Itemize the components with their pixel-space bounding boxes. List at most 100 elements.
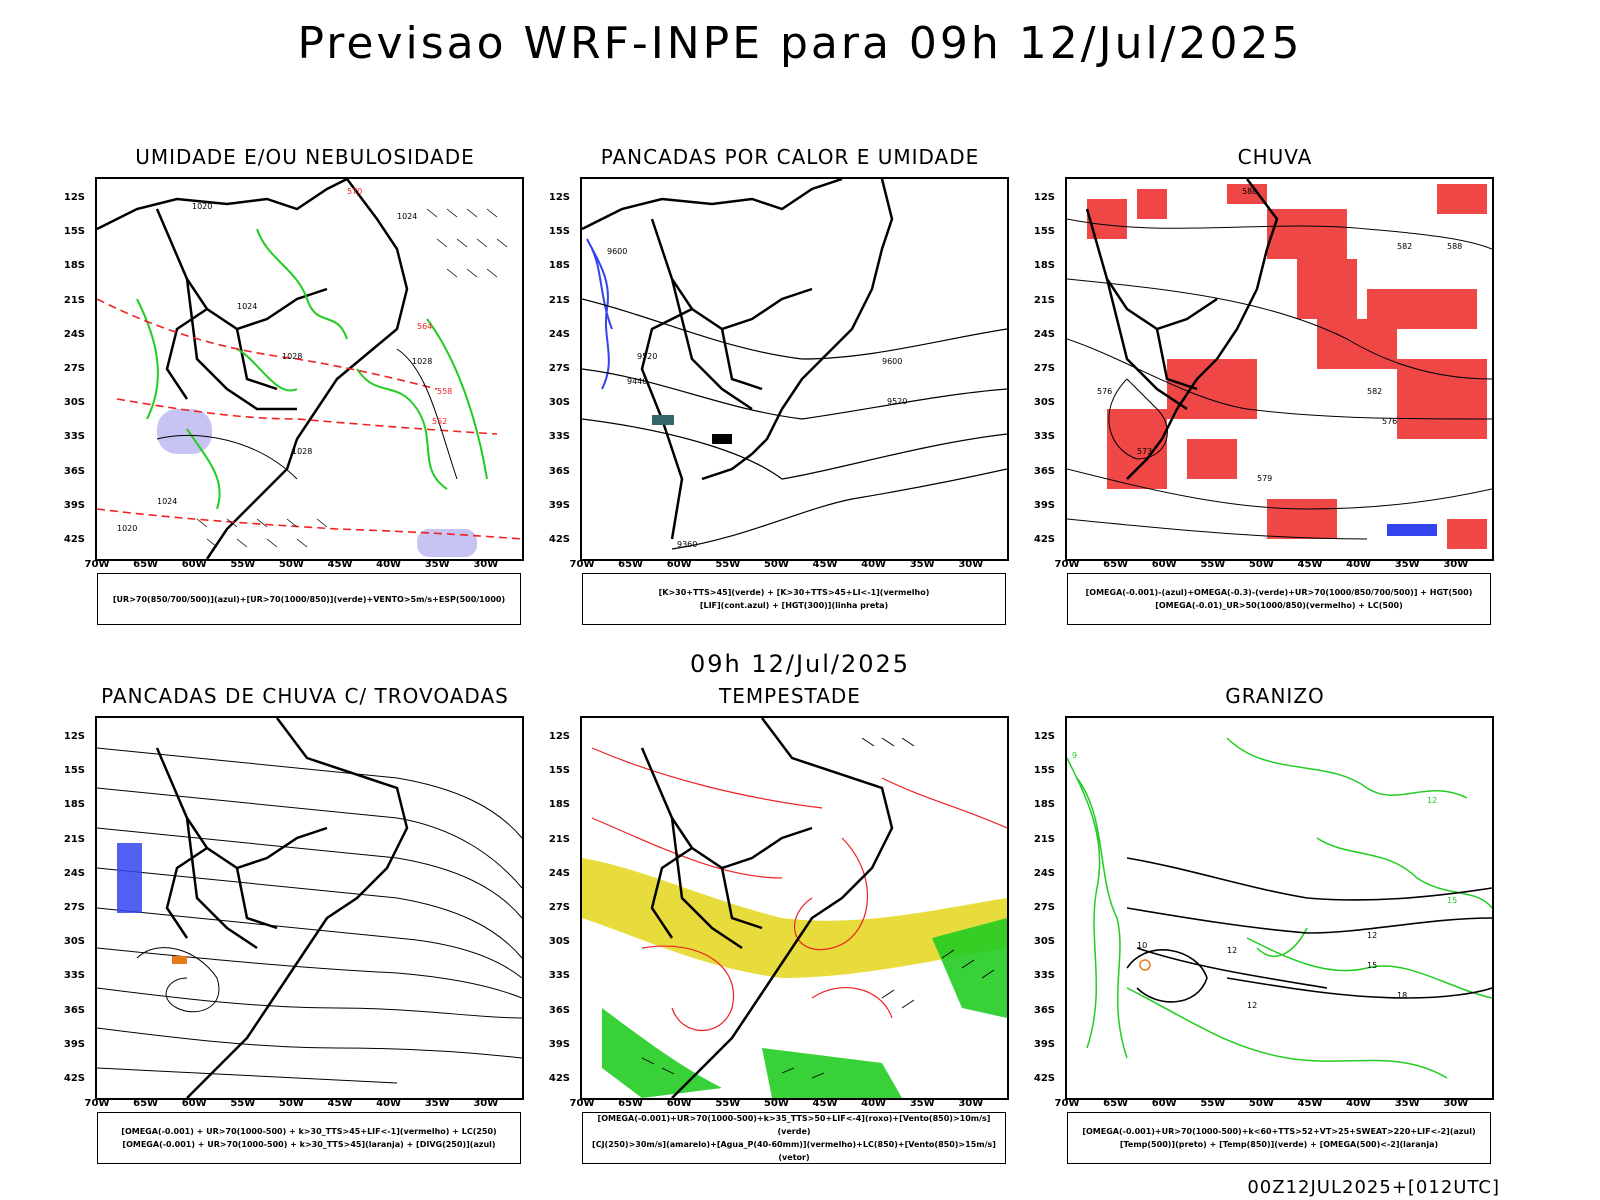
- lat-tick-label: 24S: [63, 328, 85, 340]
- wind-vectors: [196, 208, 508, 548]
- map-pancadas-calor-svg: 9600 9520 9440 9600 9520 9360: [582, 179, 1007, 550]
- lat-tick-label: 15S: [548, 765, 570, 777]
- axes: 12S 15S 18S 21S 24S 27S 30S 33S 36S 39S 42S 70W 65W 6…: [64, 716, 520, 1109]
- map-umidade: 1020 1024 1028 1024 1028 570 564 558 552…: [95, 177, 524, 561]
- lon-tick-label: 45W: [812, 1098, 838, 1109]
- panel-legend: [OMEGA(-0.001)+UR>70(1000-500)+k<60+TTS>…: [1067, 1112, 1491, 1164]
- contour-label: 12: [1247, 1001, 1257, 1010]
- lon-tick-label: 55W: [230, 1098, 256, 1109]
- legend-line: [OMEGA(-0.001)+UR>70(1000-500)+k>35_TTS>…: [597, 1114, 991, 1136]
- lat-tick-label: 21S: [1033, 294, 1055, 306]
- lat-tick-label: 39S: [1033, 499, 1055, 511]
- lon-tick-label: 45W: [327, 559, 353, 570]
- contour-label: 15: [1367, 961, 1377, 970]
- lat-tick-label: 12S: [548, 731, 570, 742]
- red-streamlines: [591, 747, 1007, 1031]
- lon-tick-label: 30W: [958, 559, 984, 570]
- contour-label: 9600: [607, 247, 627, 256]
- panel-title: PANCADAS POR CALOR E UMIDADE: [600, 145, 980, 169]
- lon-tick-label: 65W: [133, 559, 159, 570]
- lat-tick-label: 12S: [548, 192, 570, 203]
- contour-label: 12: [1227, 946, 1237, 955]
- lon-tick-label: 30W: [473, 559, 499, 570]
- contour-label: 15: [1447, 896, 1457, 905]
- legend-line: [OMEGA(-0.01)_UR>50(1000/850)(vermelho) …: [1155, 601, 1403, 610]
- contour-label: 9440: [627, 377, 647, 386]
- lat-tick-label: 24S: [1033, 867, 1055, 879]
- lat-tick-label: 42S: [548, 534, 570, 545]
- lon-tick-label: 40W: [861, 559, 887, 570]
- lat-tick-label: 30S: [1033, 397, 1055, 409]
- legend-line: [OMEGA(-0.001) + UR>70(1000-500) + k>30_…: [121, 1127, 497, 1136]
- map-chuva: 588 582 576 573 579 576 582 588: [1065, 177, 1494, 561]
- lat-tick-label: 27S: [548, 902, 570, 913]
- lat-tick-label: 15S: [63, 226, 85, 238]
- contour-label: 9: [1072, 751, 1077, 760]
- contour-label: 558: [437, 387, 452, 396]
- map-granizo-svg: 9 12 15 10 12 15 18 12 12: [1067, 737, 1492, 1079]
- lat-tick-label: 24S: [548, 867, 570, 879]
- panel-title: TEMPESTADE: [719, 684, 861, 708]
- contour-label: 1024: [397, 212, 417, 221]
- lon-tick-label: 70W: [84, 559, 110, 570]
- contour-label: 12: [1427, 796, 1437, 805]
- lat-tick-label: 15S: [548, 226, 570, 238]
- lon-tick-label: 35W: [424, 1098, 450, 1109]
- lon-tick-label: 65W: [1103, 1098, 1129, 1109]
- lat-tick-label: 42S: [63, 534, 85, 545]
- lon-tick-label: 60W: [666, 559, 692, 570]
- lon-tick-label: 45W: [1297, 1098, 1323, 1109]
- lat-tick-label: 21S: [1033, 833, 1055, 845]
- contour-label: 1028: [282, 352, 302, 361]
- axes: 12S 15S 18S 21S 24S 27S 30S 33S 36S 39S 42S 70W 65W 6…: [549, 716, 1005, 1109]
- lon-tick-label: 30W: [473, 1098, 499, 1109]
- lat-tick-label: 24S: [548, 328, 570, 340]
- lat-tick-label: 15S: [1033, 226, 1055, 238]
- legend-line: [OMEGA(-0.001) + UR>70(1000-500) + k>30_…: [122, 1140, 496, 1149]
- contour-label: 12: [1367, 931, 1377, 940]
- hgt500-contours: [1067, 218, 1492, 540]
- lon-tick-label: 50W: [1248, 559, 1274, 570]
- lon-tick-label: 50W: [278, 1098, 304, 1109]
- lon-tick-label: 35W: [909, 1098, 935, 1109]
- lat-tick-label: 36S: [63, 465, 85, 477]
- contour-label: 9600: [882, 357, 902, 366]
- map-umidade-svg: 1020 1024 1028 1024 1028 570 564 558 552…: [97, 179, 522, 559]
- lat-tick-label: 30S: [63, 936, 85, 948]
- map-pancadas-trovoadas-svg: [97, 718, 522, 1098]
- lat-tick-label: 39S: [63, 499, 85, 511]
- contour-label: 1028: [412, 357, 432, 366]
- panel-umidade: UMIDADE E/OU NEBULOSIDADE 1020 1024 1028…: [64, 145, 540, 635]
- lat-tick-label: 33S: [1033, 431, 1055, 443]
- lon-tick-label: 70W: [1054, 1098, 1080, 1109]
- panel-title: PANCADAS DE CHUVA C/ TROVOADAS: [101, 684, 509, 708]
- lon-tick-label: 65W: [133, 1098, 159, 1109]
- lat-tick-label: 21S: [63, 833, 85, 845]
- lat-tick-label: 30S: [1033, 936, 1055, 948]
- temp500-black-contours: [1126, 857, 1492, 1003]
- isobars: [156, 348, 458, 480]
- legend-line: [K>30+TTS>45](verde) + [K>30+TTS>45+LI<-…: [658, 588, 930, 597]
- red-dashed-contours: [97, 298, 522, 540]
- lat-tick-label: 36S: [1033, 1004, 1055, 1016]
- contour-label: 588: [1447, 242, 1462, 251]
- border-lines: [155, 208, 328, 411]
- lon-tick-label: 35W: [1394, 1098, 1420, 1109]
- lat-tick-label: 36S: [548, 1004, 570, 1016]
- lon-tick-label: 30W: [1443, 1098, 1469, 1109]
- panel-tempestade: TEMPESTADE 12S 15S 18S 21S 24S 27S 30S 33S 36S 39…: [549, 684, 1025, 1174]
- legend-line: [LIF](cont.azul) + [HGT(300)](linha pret…: [699, 601, 889, 610]
- panel-pancadas-calor: PANCADAS POR CALOR E UMIDADE 9600 9520 9…: [549, 145, 1025, 635]
- lon-tick-label: 50W: [763, 559, 789, 570]
- lon-tick-label: 35W: [1394, 559, 1420, 570]
- contour-label: 576: [1382, 417, 1397, 426]
- lat-tick-label: 39S: [548, 499, 570, 511]
- lat-tick-label: 21S: [63, 294, 85, 306]
- lon-tick-label: 65W: [618, 559, 644, 570]
- lon-tick-label: 55W: [230, 559, 256, 570]
- lat-tick-label: 27S: [548, 363, 570, 374]
- lon-tick-label: 70W: [84, 1098, 110, 1109]
- map-pancadas-trovoadas: [95, 716, 524, 1100]
- panel-legend: [OMEGA(-0.001) + UR>70(1000-500) + k>30_…: [97, 1112, 521, 1164]
- lon-tick-label: 55W: [715, 559, 741, 570]
